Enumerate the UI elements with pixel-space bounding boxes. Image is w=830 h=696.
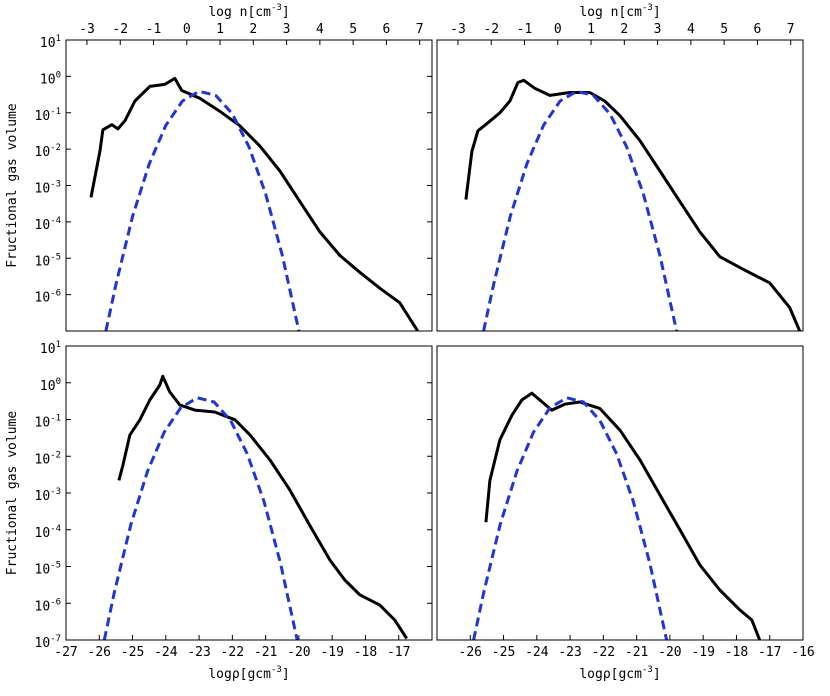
x-tick-label: -26 xyxy=(88,645,111,660)
panel-frame xyxy=(65,39,433,332)
x2-tick-label: 6 xyxy=(383,22,391,37)
panel-frame xyxy=(65,345,433,641)
y-tick-label: 100 xyxy=(40,376,61,393)
x-tick-label: -18 xyxy=(354,645,377,660)
model-curve xyxy=(472,396,669,640)
x-tick-label: -23 xyxy=(558,645,581,660)
panel-frame xyxy=(436,345,804,641)
panel: -3 -2 -1 0 1 2 3 4 5 6 7 log n[cm-3] xyxy=(436,3,804,332)
x-tick-label: -26 xyxy=(459,645,482,660)
x2-tick-label: 3 xyxy=(654,22,662,37)
panel: 101 100 10-1 10-2 10-3 10-4 10-5 10-6 10-7-27 -26… xyxy=(5,340,433,682)
y-tick-label: 10-5 xyxy=(35,560,62,577)
model-curve xyxy=(104,89,301,331)
data-curve xyxy=(89,76,419,331)
y-tick-label: 100 xyxy=(40,70,61,87)
y-tick-label: 101 xyxy=(40,34,61,51)
y-tick-label: 10-5 xyxy=(35,252,62,269)
x-tick-label: -24 xyxy=(154,645,178,660)
data-curve xyxy=(484,391,762,640)
y-tick-label: 10-4 xyxy=(35,523,62,540)
y-tick-label: 101 xyxy=(40,340,61,357)
y-tick-label: 10-3 xyxy=(35,179,62,196)
x-tick-label: -20 xyxy=(287,645,310,660)
panel: -26 -25 -24 -23 -22 -21 -20 -19 -18 -17 -16 logρ[gc… xyxy=(436,345,815,682)
x2-tick-label: 5 xyxy=(720,22,728,37)
x2-tick-label: 5 xyxy=(349,22,357,37)
x-axis-label: logρ[gcm-3] xyxy=(579,665,660,682)
x2-tick-label: -1 xyxy=(517,22,533,37)
x2-tick-label: 7 xyxy=(416,22,424,37)
data-curve xyxy=(117,374,408,640)
x2-tick-label: 7 xyxy=(787,22,795,37)
x2-tick-label: 3 xyxy=(283,22,291,37)
panel: 101 100 10-1 10-2 10-3 10-4 10-5 10-6 -3 -2 -1 0 1 2 3… xyxy=(5,3,433,332)
x2-tick-label: 2 xyxy=(620,22,628,37)
x-axis-label: logρ[gcm-3] xyxy=(208,665,289,682)
y-tick-label: 10-6 xyxy=(35,288,62,305)
x-tick-label: -19 xyxy=(320,645,343,660)
x2-tick-label: -2 xyxy=(483,22,499,37)
x2-tick-label: -1 xyxy=(146,22,162,37)
x2-tick-label: 4 xyxy=(316,22,324,37)
x-tick-label: -21 xyxy=(254,645,277,660)
x2-axis-label: log n[cm-3] xyxy=(579,3,660,20)
x-tick-label: -27 xyxy=(54,645,77,660)
x2-tick-label: -3 xyxy=(79,22,95,37)
x-tick-label: -16 xyxy=(791,645,814,660)
data-curve xyxy=(464,78,802,331)
x-tick-label: -17 xyxy=(758,645,781,660)
x-tick-label: -23 xyxy=(187,645,210,660)
x-tick-label: -20 xyxy=(658,645,681,660)
y-tick-label: 10-4 xyxy=(35,215,62,232)
y-tick-label: 10-2 xyxy=(35,143,62,160)
x2-axis-label: log n[cm-3] xyxy=(208,3,289,20)
y-tick-label: 10-3 xyxy=(35,487,62,504)
x-tick-label: -24 xyxy=(525,645,549,660)
x-tick-label: -18 xyxy=(725,645,748,660)
x-tick-label: -21 xyxy=(625,645,648,660)
y-tick-label: 10-1 xyxy=(35,413,62,430)
y-tick-label: 10-1 xyxy=(35,106,62,123)
x-tick-label: -25 xyxy=(492,645,515,660)
model-curve xyxy=(482,89,679,331)
y-axis-label: Fructional gas volume xyxy=(5,103,20,268)
y-axis-label: Fructional gas volume xyxy=(5,411,20,576)
x2-tick-label: 1 xyxy=(587,22,595,37)
model-curve xyxy=(102,396,299,640)
x2-tick-label: -2 xyxy=(112,22,128,37)
x-tick-label: -22 xyxy=(221,645,244,660)
y-tick-label: 10-7 xyxy=(35,634,62,651)
x2-tick-label: 1 xyxy=(216,22,224,37)
y-tick-label: 10-6 xyxy=(35,597,62,614)
x2-tick-label: 2 xyxy=(249,22,257,37)
x2-tick-label: 4 xyxy=(687,22,695,37)
x-tick-label: -25 xyxy=(121,645,144,660)
y-tick-label: 10-2 xyxy=(35,450,62,467)
x2-tick-label: -3 xyxy=(450,22,466,37)
panel-frame xyxy=(436,39,804,332)
x-tick-label: -22 xyxy=(592,645,615,660)
x-tick-label: -19 xyxy=(691,645,714,660)
x-tick-label: -17 xyxy=(387,645,410,660)
x2-tick-label: 6 xyxy=(754,22,762,37)
x2-tick-label: 0 xyxy=(183,22,191,37)
x2-tick-label: 0 xyxy=(554,22,562,37)
